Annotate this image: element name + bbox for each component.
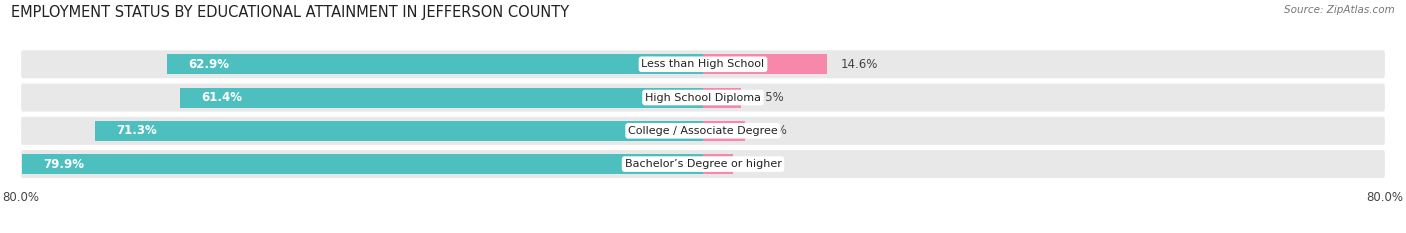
Bar bbox=[167, 54, 703, 74]
Text: 61.4%: 61.4% bbox=[201, 91, 242, 104]
Text: 3.5%: 3.5% bbox=[745, 158, 775, 171]
Bar bbox=[703, 121, 745, 141]
Bar bbox=[22, 154, 703, 174]
FancyBboxPatch shape bbox=[21, 117, 1385, 145]
Text: EMPLOYMENT STATUS BY EDUCATIONAL ATTAINMENT IN JEFFERSON COUNTY: EMPLOYMENT STATUS BY EDUCATIONAL ATTAINM… bbox=[11, 5, 569, 20]
Text: Source: ZipAtlas.com: Source: ZipAtlas.com bbox=[1284, 5, 1395, 15]
Text: 71.3%: 71.3% bbox=[117, 124, 157, 137]
Bar bbox=[703, 54, 828, 74]
Text: 14.6%: 14.6% bbox=[841, 58, 877, 71]
Bar bbox=[703, 88, 741, 107]
Text: 79.9%: 79.9% bbox=[44, 158, 84, 171]
Text: 62.9%: 62.9% bbox=[188, 58, 229, 71]
Text: Bachelor’s Degree or higher: Bachelor’s Degree or higher bbox=[624, 159, 782, 169]
Text: 4.9%: 4.9% bbox=[758, 124, 787, 137]
Bar bbox=[703, 154, 733, 174]
Text: 4.5%: 4.5% bbox=[754, 91, 785, 104]
Bar bbox=[96, 121, 703, 141]
Bar bbox=[180, 88, 703, 107]
Text: High School Diploma: High School Diploma bbox=[645, 93, 761, 103]
FancyBboxPatch shape bbox=[21, 84, 1385, 112]
FancyBboxPatch shape bbox=[21, 150, 1385, 178]
Text: Less than High School: Less than High School bbox=[641, 59, 765, 69]
FancyBboxPatch shape bbox=[21, 50, 1385, 78]
Text: College / Associate Degree: College / Associate Degree bbox=[628, 126, 778, 136]
